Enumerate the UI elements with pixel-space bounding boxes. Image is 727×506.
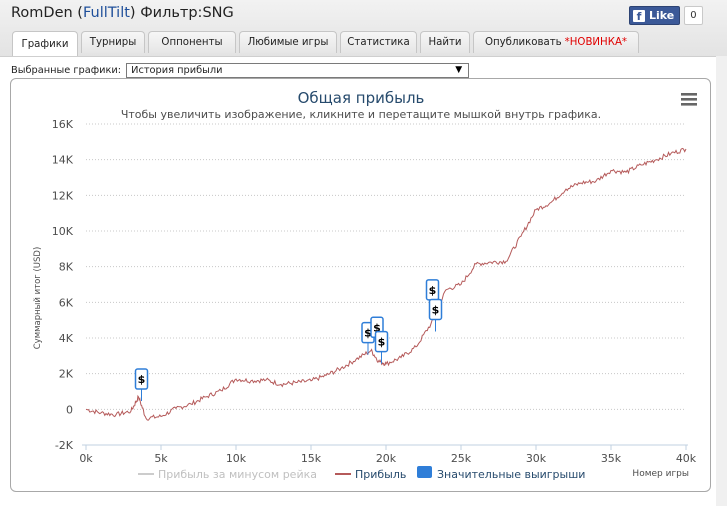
y-tick-label: 16K	[52, 118, 74, 131]
chart-selector-label: Выбранные графики:	[11, 64, 122, 76]
y-axis-ticks: -2K 0 2K 4K 6K 8K 10K 12K 14K 16K	[52, 118, 74, 452]
x-tick-label: 25k	[451, 452, 472, 465]
tab-label: Графики	[21, 38, 69, 50]
y-tick-label: -2K	[55, 439, 74, 452]
tab-publish[interactable]: Опубликовать *НОВИНКА*	[473, 31, 639, 53]
chart-menu-icon[interactable]	[681, 93, 697, 106]
title-prefix: RomDen (	[11, 5, 83, 21]
y-tick-label: 2K	[59, 368, 74, 381]
menu-bar-line	[681, 103, 697, 106]
dropdown-arrow-icon: ▼	[455, 64, 463, 75]
y-tick-label: 6K	[59, 296, 74, 309]
menu-bar-line	[681, 98, 697, 101]
legend-item-wins[interactable]: Значительные выигрыши	[437, 468, 585, 481]
chart-legend: Прибыль за минусом рейка Прибыль Значите…	[138, 466, 585, 481]
significant-win-marker[interactable]: $	[428, 298, 443, 332]
tab-statistics[interactable]: Статистика	[340, 31, 417, 53]
dollar-icon: $	[432, 303, 440, 316]
x-axis-label: Номер игры	[632, 469, 689, 479]
marker-flag	[428, 298, 443, 321]
facebook-like-label: Like	[649, 9, 675, 22]
tab-label: Любимые игры	[247, 37, 329, 48]
tab-new-badge: *НОВИНКА*	[564, 37, 628, 48]
legend-item-rake[interactable]: Прибыль за минусом рейка	[158, 468, 317, 481]
dollar-icon: $	[429, 284, 437, 297]
x-tick-label: 15k	[301, 452, 322, 465]
legend-item-profit[interactable]: Прибыль	[355, 468, 406, 481]
facebook-like-button[interactable]: f Like	[629, 6, 681, 25]
chart-selector-dropdown[interactable]: История прибыли ▼	[126, 62, 470, 78]
marker-flag	[134, 368, 149, 390]
x-tick-label: 40k	[676, 452, 697, 465]
significant-win-marker[interactable]: $	[134, 368, 149, 402]
marker-flag	[374, 330, 389, 353]
x-tick-label: 5k	[154, 452, 168, 465]
y-grid	[86, 123, 686, 446]
tab-label: Оппоненты	[161, 37, 223, 48]
significant-wins-markers: $$ $$$$	[134, 279, 443, 402]
x-tick-label: 0k	[79, 452, 93, 465]
tab-label: Найти	[428, 37, 462, 48]
tab-opponents[interactable]: Оппоненты	[148, 31, 236, 53]
y-tick-label: 10K	[52, 225, 74, 238]
tab-favorite-games[interactable]: Любимые игры	[239, 31, 337, 53]
y-tick-label: 12K	[52, 189, 74, 202]
chart-container[interactable]: Общая прибыль Чтобы увеличить изображени…	[10, 78, 711, 492]
y-tick-label: 14K	[52, 154, 74, 167]
tab-tournaments[interactable]: Турниры	[81, 31, 145, 53]
x-axis-ticks: 0k 5k 10k 15k 20k 25k 30k 35k 40k	[79, 444, 697, 465]
y-axis-label: Суммарный итог (USD)	[33, 247, 43, 350]
y-tick-label: 4K	[59, 332, 74, 345]
menu-bar-line	[681, 93, 697, 96]
title-site-link[interactable]: FullTilt	[82, 5, 130, 21]
dollar-icon: $	[378, 336, 386, 349]
tab-label: Статистика	[347, 37, 410, 48]
x-tick-label: 10k	[226, 452, 247, 465]
x-tick-label: 30k	[526, 452, 547, 465]
y-tick-label: 8K	[59, 261, 74, 274]
dollar-icon: $	[364, 327, 372, 340]
legend-symbol-wins	[417, 466, 432, 478]
dollar-icon: $	[373, 321, 381, 334]
tab-label: Турниры	[89, 37, 137, 48]
tab-find[interactable]: Найти	[420, 31, 470, 53]
title-filter: ) Фильтр:SNG	[129, 5, 234, 21]
page-title: RomDen (FullTilt) Фильтр:SNG	[11, 5, 234, 21]
series-line-profit	[85, 147, 687, 421]
y-tick-label: 0	[66, 403, 73, 416]
chart-selector-value: История прибыли	[131, 64, 223, 76]
facebook-like-widget: f Like 0	[629, 6, 703, 25]
facebook-like-count: 0	[684, 6, 703, 25]
x-tick-label: 35k	[601, 452, 622, 465]
page-scrollbar[interactable]	[716, 56, 727, 506]
chart-subtitle: Чтобы увеличить изображение, кликните и …	[121, 108, 601, 121]
facebook-icon: f	[633, 9, 645, 23]
profit-chart[interactable]: Общая прибыль Чтобы увеличить изображени…	[11, 79, 710, 491]
tab-label: Опубликовать	[484, 37, 562, 48]
significant-win-marker[interactable]: $	[374, 330, 389, 364]
tab-charts[interactable]: Графики	[12, 31, 78, 56]
chart-selector-row: Выбранные графики: История прибыли ▼	[11, 62, 470, 78]
dollar-icon: $	[138, 373, 146, 386]
chart-title: Общая прибыль	[298, 89, 425, 107]
x-tick-label: 20k	[376, 452, 397, 465]
